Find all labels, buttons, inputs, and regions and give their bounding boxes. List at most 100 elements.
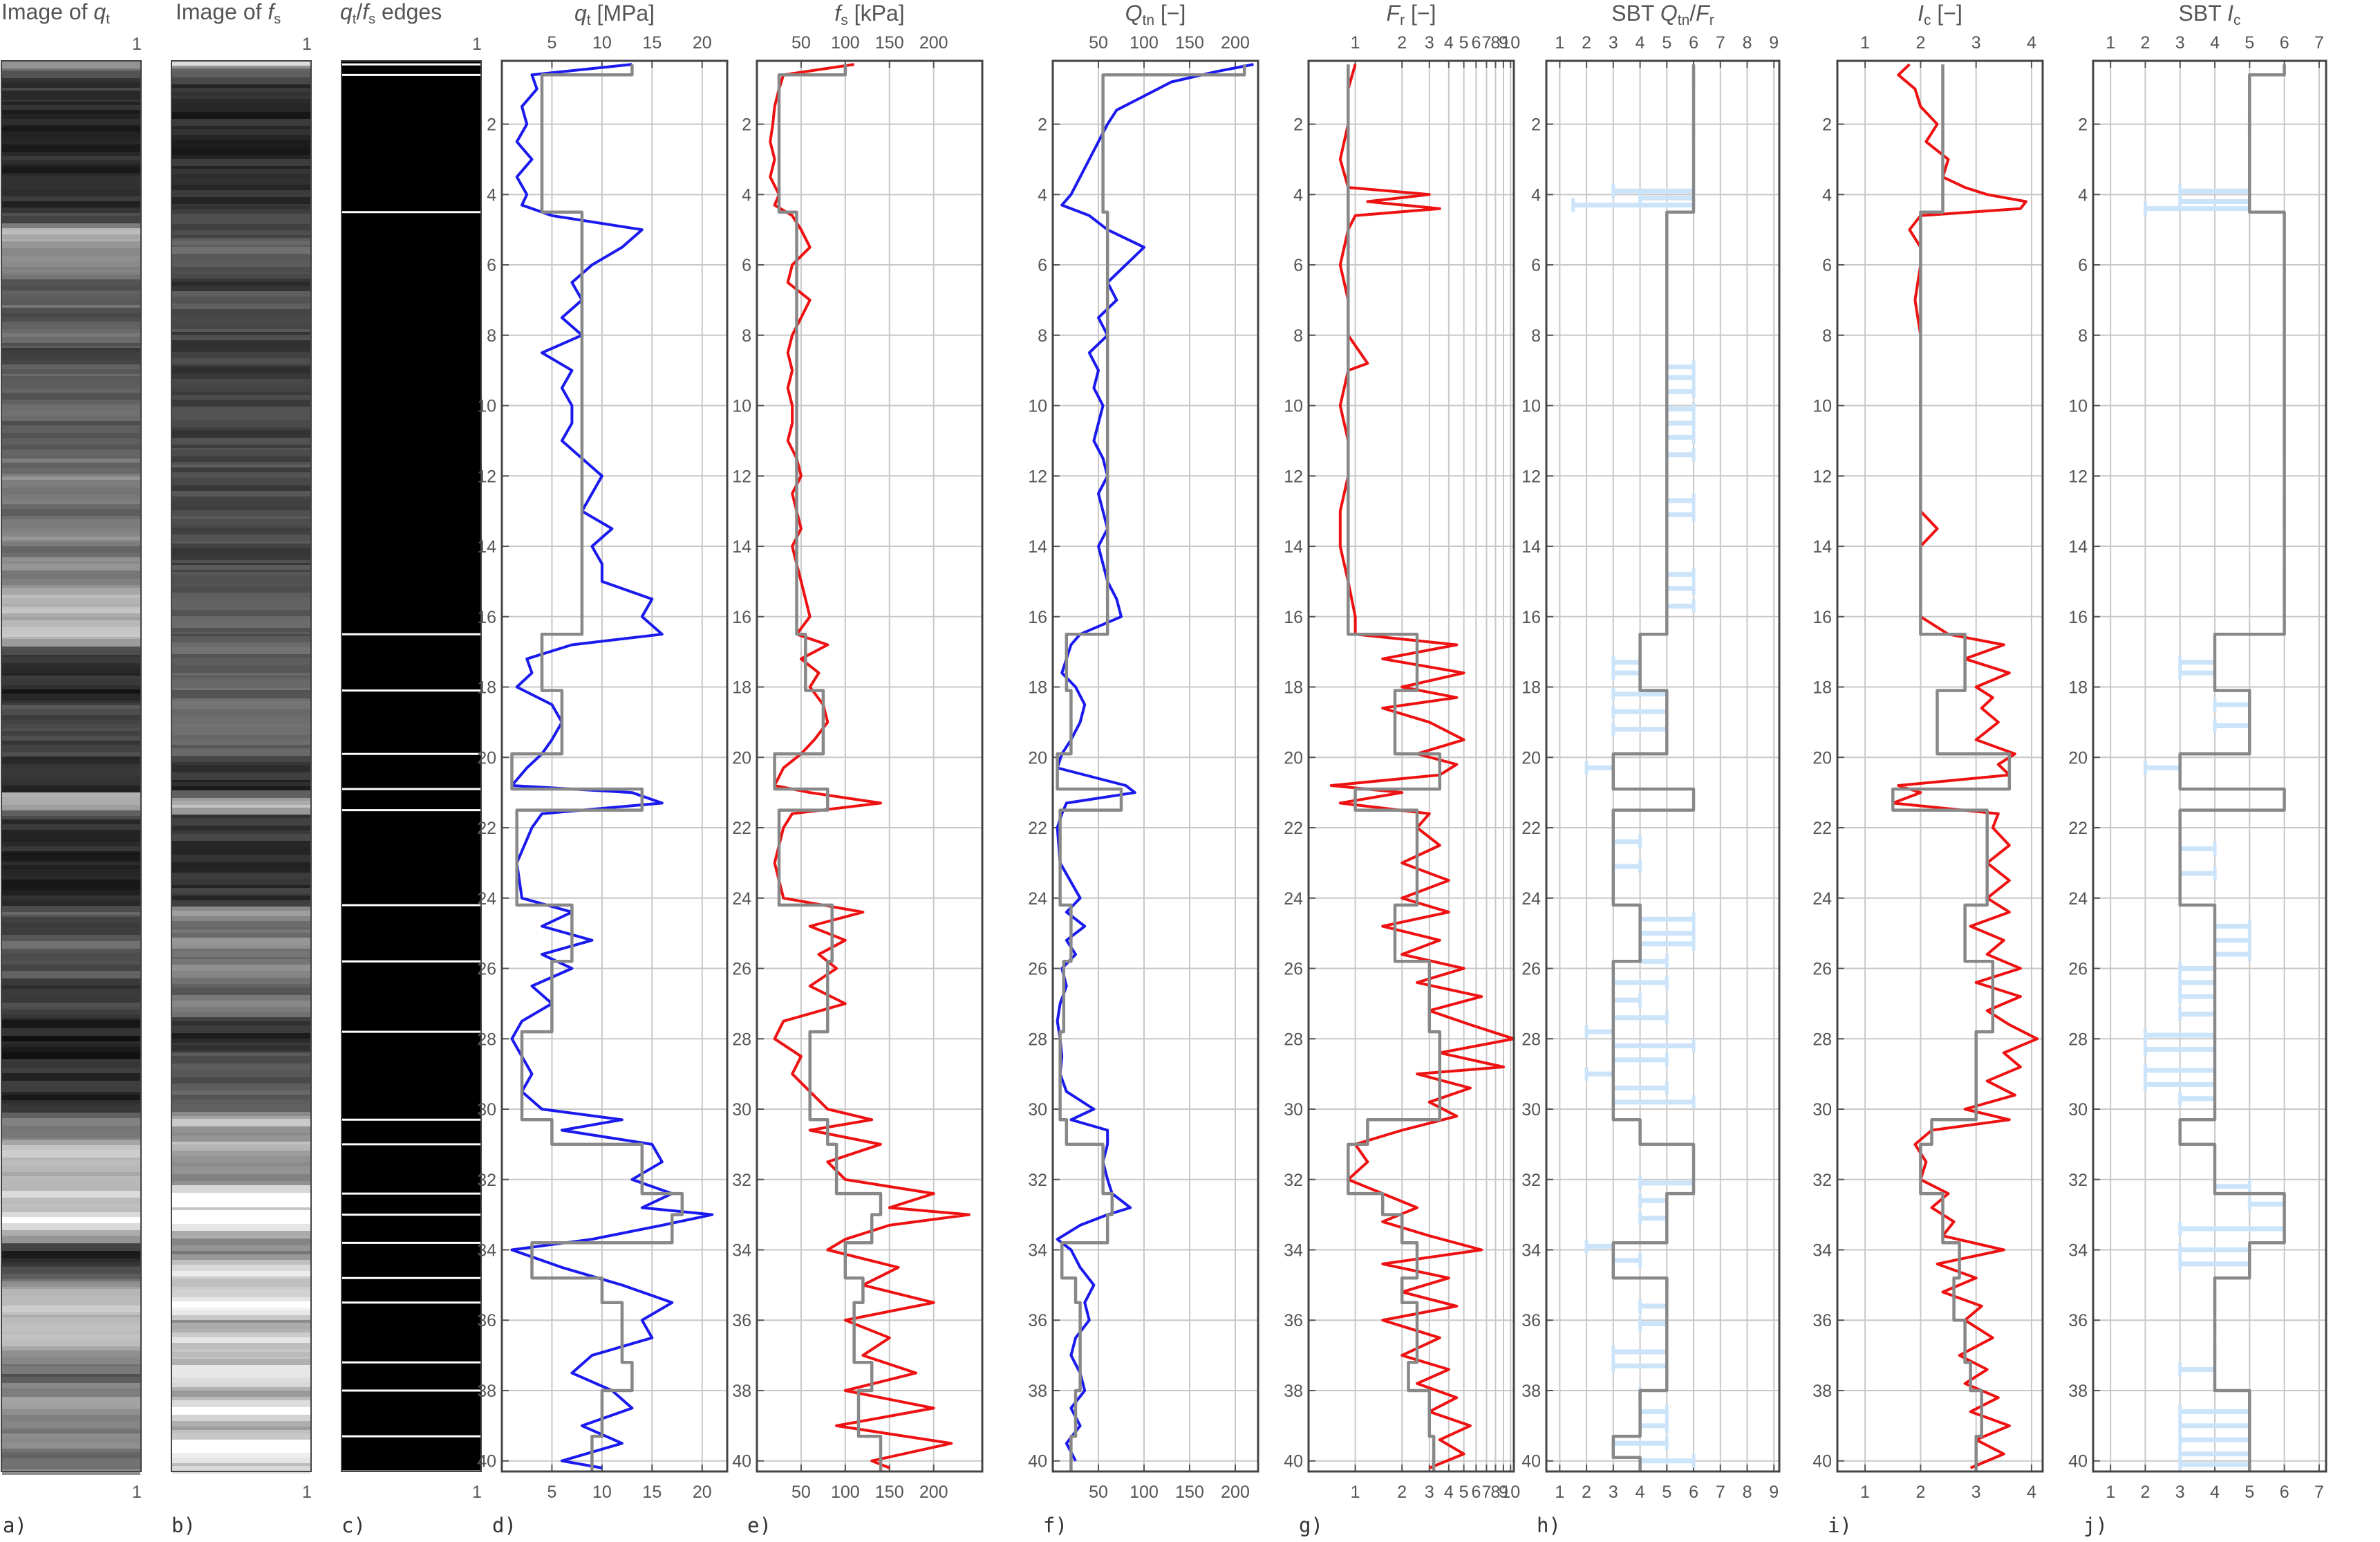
fs-image-band — [172, 68, 310, 71]
fs-image-band — [172, 448, 310, 450]
fs-image-band — [172, 879, 310, 885]
qt-image-band — [2, 333, 140, 337]
y-tick-label: 4 — [1531, 185, 1541, 205]
qt-image-band — [2, 223, 140, 228]
fs-image-band — [172, 478, 310, 482]
qt-image-band — [2, 776, 140, 779]
y-tick-label: 6 — [1293, 256, 1303, 275]
fs-image-band — [172, 324, 310, 329]
fs-image-band — [172, 1050, 310, 1052]
y-tick-label: 22 — [732, 819, 751, 838]
fs-image-band — [172, 586, 310, 593]
qt-image-band — [2, 1020, 140, 1023]
fs-image-band — [172, 1243, 310, 1245]
qt-image-band — [2, 575, 140, 579]
fs-image-band — [172, 159, 310, 166]
y-tick-label: 26 — [1028, 960, 1047, 979]
fs-image-band — [172, 927, 310, 929]
panel-c-letter: c) — [341, 1514, 366, 1537]
qt-image-band — [2, 317, 140, 322]
chart-title: Ic [−] — [1918, 1, 1962, 28]
qt-image-band — [2, 105, 140, 107]
panel-c-top-tick: 1 — [472, 35, 482, 54]
fs-image-band — [172, 1430, 310, 1433]
qt-image-band — [2, 532, 140, 537]
chart-panel-f: Qtn [−]505010010015015020020024681012141… — [1028, 1, 1259, 1537]
qt-image-band — [2, 1377, 140, 1383]
y-tick-label: 34 — [732, 1241, 751, 1261]
fs-image-band — [172, 1070, 310, 1077]
qt-image-band — [2, 736, 140, 741]
fs-image-band — [172, 1104, 310, 1112]
fs-image-band — [172, 1352, 310, 1357]
qt-image-band — [2, 1255, 140, 1258]
fs-image-band — [172, 178, 310, 185]
qt-image-band — [2, 650, 140, 655]
qt-image-band — [2, 824, 140, 830]
fs-image-band — [172, 745, 310, 748]
qt-image-band — [2, 927, 140, 935]
qt-image-band — [2, 792, 140, 797]
qt-image-band — [2, 305, 140, 308]
qt-image-band — [2, 68, 140, 71]
y-tick-label: 2 — [1038, 115, 1047, 135]
qt-image-band — [2, 1458, 140, 1463]
qt-image-band — [2, 540, 140, 542]
y-tick-label: 12 — [2068, 467, 2088, 486]
qt-image-band — [2, 1059, 140, 1061]
fs-image-band — [172, 888, 310, 893]
y-tick-label: 36 — [1284, 1311, 1303, 1330]
qt-image-band — [2, 119, 140, 125]
y-tick-label: 40 — [1812, 1452, 1832, 1471]
y-tick-label: 6 — [1822, 256, 1832, 275]
fs-image-band — [172, 984, 310, 987]
fs-image-band — [172, 676, 310, 678]
qt-image-band — [2, 579, 140, 585]
y-tick-label: 36 — [1028, 1311, 1047, 1330]
qt-image-band — [2, 228, 140, 230]
qt-image-band — [2, 1364, 140, 1366]
y-tick-label: 38 — [477, 1382, 496, 1401]
qt-image-band — [2, 890, 140, 895]
fs-image-band — [172, 1400, 310, 1407]
fs-image-band — [172, 1308, 310, 1310]
fs-image-band — [172, 560, 310, 563]
fs-image-band — [172, 340, 310, 346]
x-tick-label-top: 5 — [547, 33, 556, 53]
fs-image-band — [172, 1251, 310, 1254]
fs-image-band — [172, 1236, 310, 1238]
chart-panel-g: Fr [−]1122334455667788991010246810121416… — [1284, 1, 1520, 1537]
y-tick-label: 30 — [732, 1100, 751, 1120]
y-tick-label: 22 — [2068, 819, 2088, 838]
qt-image-band — [2, 1335, 140, 1339]
y-tick-label: 38 — [1521, 1382, 1541, 1401]
qt-image-band — [2, 752, 140, 756]
x-tick-label-bottom: 4 — [1444, 1483, 1454, 1502]
qt-image-band — [2, 880, 140, 884]
qt-image-band — [2, 1315, 140, 1317]
fs-image-band — [172, 1126, 310, 1133]
fs-image-band — [172, 254, 310, 261]
layered-profile-line — [1056, 64, 1246, 1471]
fs-image-band — [172, 951, 310, 957]
fs-image-band — [172, 1174, 310, 1181]
qt-image-band — [2, 1281, 140, 1283]
qt-image-band — [2, 1409, 140, 1415]
y-tick-label: 38 — [1812, 1382, 1832, 1401]
qt-image-band — [2, 433, 140, 438]
qt-image-band — [2, 270, 140, 272]
qt-image-band — [2, 1326, 140, 1331]
fs-image-band — [172, 1099, 310, 1104]
qt-image-band — [2, 1391, 140, 1397]
qt-image-band — [2, 663, 140, 668]
fs-image-band — [172, 995, 310, 1001]
qt-image-band — [2, 674, 140, 676]
fs-image-band — [172, 61, 310, 66]
fs-image-band — [172, 1271, 310, 1276]
x-tick-label-top: 2 — [1582, 33, 1591, 53]
qt-image-band — [2, 369, 140, 374]
x-tick-label-bottom: 20 — [693, 1483, 712, 1502]
qt-image-band — [2, 1014, 140, 1018]
x-tick-label-bottom: 1 — [1555, 1483, 1564, 1502]
fs-image-band — [172, 782, 310, 786]
